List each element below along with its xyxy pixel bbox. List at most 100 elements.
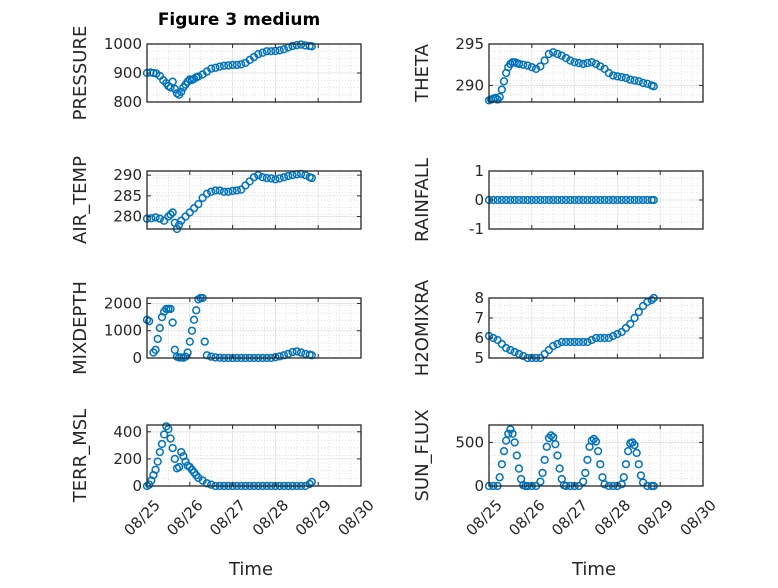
data-point xyxy=(551,440,560,449)
data-point xyxy=(553,451,562,460)
data-point xyxy=(583,455,592,465)
data-point xyxy=(275,352,284,361)
data-point xyxy=(514,195,524,205)
data-point xyxy=(523,61,532,70)
x-tick-label: 08/27 xyxy=(548,496,591,539)
data-point xyxy=(555,464,564,473)
data-point xyxy=(506,195,515,205)
x-tick-label: 08/28 xyxy=(591,496,634,539)
data-point xyxy=(497,460,506,469)
data-point xyxy=(583,195,592,205)
data-point xyxy=(237,185,246,194)
data-point xyxy=(557,337,566,347)
data-point xyxy=(604,195,613,205)
data-point xyxy=(587,436,596,445)
data-point xyxy=(288,170,297,180)
data-point xyxy=(561,53,571,63)
x-tick-label: 08/26 xyxy=(505,496,548,539)
data-point xyxy=(166,210,175,219)
data-point xyxy=(155,447,164,457)
data-point xyxy=(168,77,177,86)
data-point xyxy=(536,195,545,205)
data-point xyxy=(538,468,547,478)
data-point xyxy=(159,430,169,439)
data-point xyxy=(510,347,519,357)
data-point xyxy=(561,195,571,205)
x-tick-label: 08/27 xyxy=(206,496,249,539)
data-point xyxy=(262,47,271,56)
mixdepth-axes-box xyxy=(146,297,362,359)
data-point xyxy=(561,337,571,347)
pressure-subplot: 800 900 1000 PRESSURE xyxy=(70,26,362,120)
y-tick-label: 1000 xyxy=(104,322,142,340)
data-point xyxy=(621,460,631,469)
data-point xyxy=(514,464,524,473)
data-point xyxy=(164,424,173,434)
y-tick-label: -1 xyxy=(469,220,484,238)
figure-title: Figure 3 medium xyxy=(157,10,321,30)
data-point xyxy=(144,317,154,326)
data-point xyxy=(598,473,607,482)
data-point xyxy=(249,173,259,182)
data-point xyxy=(634,195,643,205)
data-point xyxy=(566,337,575,347)
data-point xyxy=(224,187,233,196)
data-point xyxy=(506,345,515,355)
mixdepth-ylabel: MIXDEPTH xyxy=(70,281,91,375)
data-point xyxy=(613,72,622,81)
h2omixra-ylabel: H2OMIXRA xyxy=(412,279,433,376)
data-point xyxy=(275,46,284,55)
h2omixra-minor-grid xyxy=(488,298,704,358)
data-point xyxy=(151,213,160,222)
data-point xyxy=(155,214,164,223)
data-point xyxy=(549,341,558,351)
data-point xyxy=(587,58,596,67)
data-point xyxy=(228,186,237,196)
data-point xyxy=(587,335,596,345)
data-point xyxy=(634,307,643,317)
data-point xyxy=(540,455,549,465)
x-axis-label-left: Time xyxy=(228,559,273,580)
data-point xyxy=(596,62,605,71)
y-tick-label: 2000 xyxy=(104,294,142,312)
x-tick-label: 08/30 xyxy=(334,496,377,539)
data-point xyxy=(540,56,549,65)
data-point xyxy=(557,195,566,205)
data-point xyxy=(593,446,603,456)
data-point xyxy=(579,195,588,205)
data-point xyxy=(207,480,216,489)
y-tick-label: 0 xyxy=(474,477,484,495)
terr-msl-axes-box xyxy=(146,424,362,487)
y-tick-label: 0 xyxy=(132,349,142,367)
data-point xyxy=(649,82,658,91)
data-point xyxy=(198,193,207,203)
data-point xyxy=(219,187,229,196)
data-point xyxy=(626,319,635,329)
y-tick-label: 1000 xyxy=(104,35,142,53)
data-point xyxy=(531,64,541,74)
data-point xyxy=(613,195,622,205)
data-point xyxy=(596,333,605,343)
theta-ylabel: THETA xyxy=(412,43,433,103)
data-point xyxy=(536,62,545,71)
data-point xyxy=(574,58,584,68)
data-point xyxy=(170,454,179,464)
sun-flux-subplot: 0 500 08/25 08/26 08/27 08/28 08/29 08/30 SUN_FL… xyxy=(412,409,720,539)
terr-msl-ylabel: TERR_MSL xyxy=(70,409,91,503)
mixdepth-minor-grid xyxy=(146,298,362,358)
data-point xyxy=(192,306,201,315)
data-point xyxy=(185,337,194,346)
data-point xyxy=(617,72,626,82)
data-point xyxy=(623,446,633,456)
y-tick-label: 400 xyxy=(113,423,142,441)
data-point xyxy=(574,337,584,347)
data-point xyxy=(157,439,167,449)
data-point xyxy=(151,345,160,354)
data-point xyxy=(600,195,609,205)
data-point xyxy=(296,348,306,357)
data-point xyxy=(279,351,289,360)
data-point xyxy=(510,438,519,447)
sun-flux-ylabel: SUN_FLUX xyxy=(412,409,433,501)
data-point xyxy=(617,195,626,205)
data-point xyxy=(634,77,643,86)
